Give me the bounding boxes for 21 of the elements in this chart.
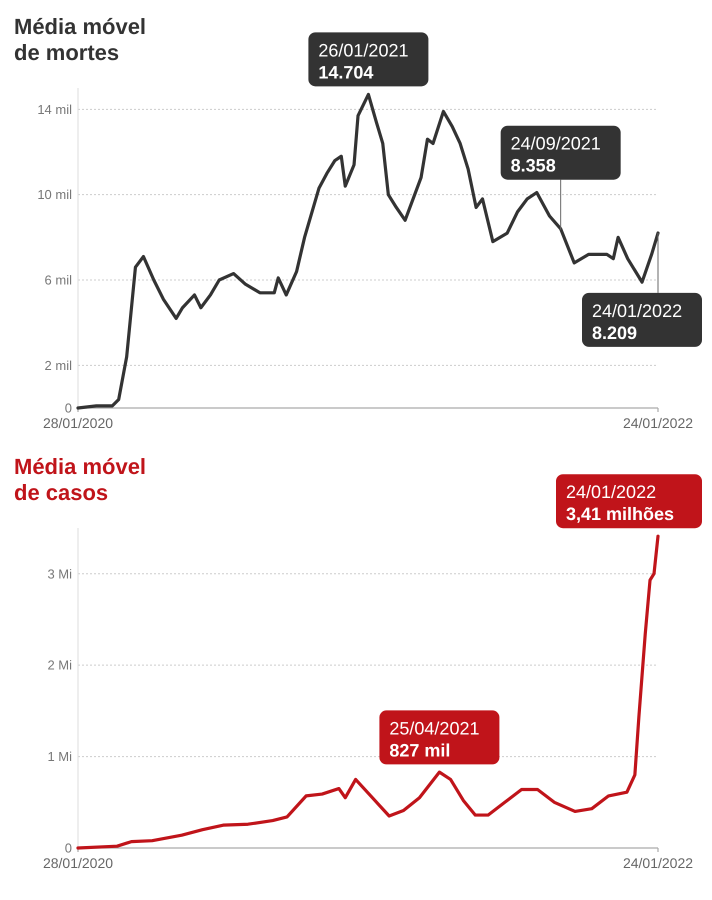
annotation: 24/09/2021 8.358 xyxy=(510,134,601,176)
line-series xyxy=(76,534,660,850)
y-tick-label: 0 xyxy=(64,400,72,416)
y-tick-label: 10 mil xyxy=(37,187,72,202)
annotation: 24/01/2022 3,41 milhões xyxy=(566,482,674,524)
chart-title: Média móvel de mortes xyxy=(14,14,146,65)
chart-title: Média móvel de casos xyxy=(14,454,146,505)
annotation: 26/01/2021 14.704 xyxy=(318,40,408,82)
y-tick-label: 0 xyxy=(64,840,72,856)
annotation: 24/01/2022 8.209 xyxy=(592,300,682,343)
y-tick-label: 1 Mi xyxy=(47,749,72,764)
y-tick-label: 14 mil xyxy=(37,102,72,117)
x-tick-label: 24/01/2022 xyxy=(622,855,694,871)
annotation: 25/04/2021 827 mil xyxy=(389,718,480,760)
y-tick-label: 6 mil xyxy=(44,272,72,288)
y-tick-label: 3 Mi xyxy=(47,566,72,582)
x-tick-label: 28/01/2020 xyxy=(42,415,114,431)
y-tick-label: 2 Mi xyxy=(47,658,72,673)
y-tick-label: 2 mil xyxy=(44,358,72,373)
x-tick-label: 24/01/2022 xyxy=(622,415,694,431)
x-tick-label: 28/01/2020 xyxy=(42,855,114,871)
